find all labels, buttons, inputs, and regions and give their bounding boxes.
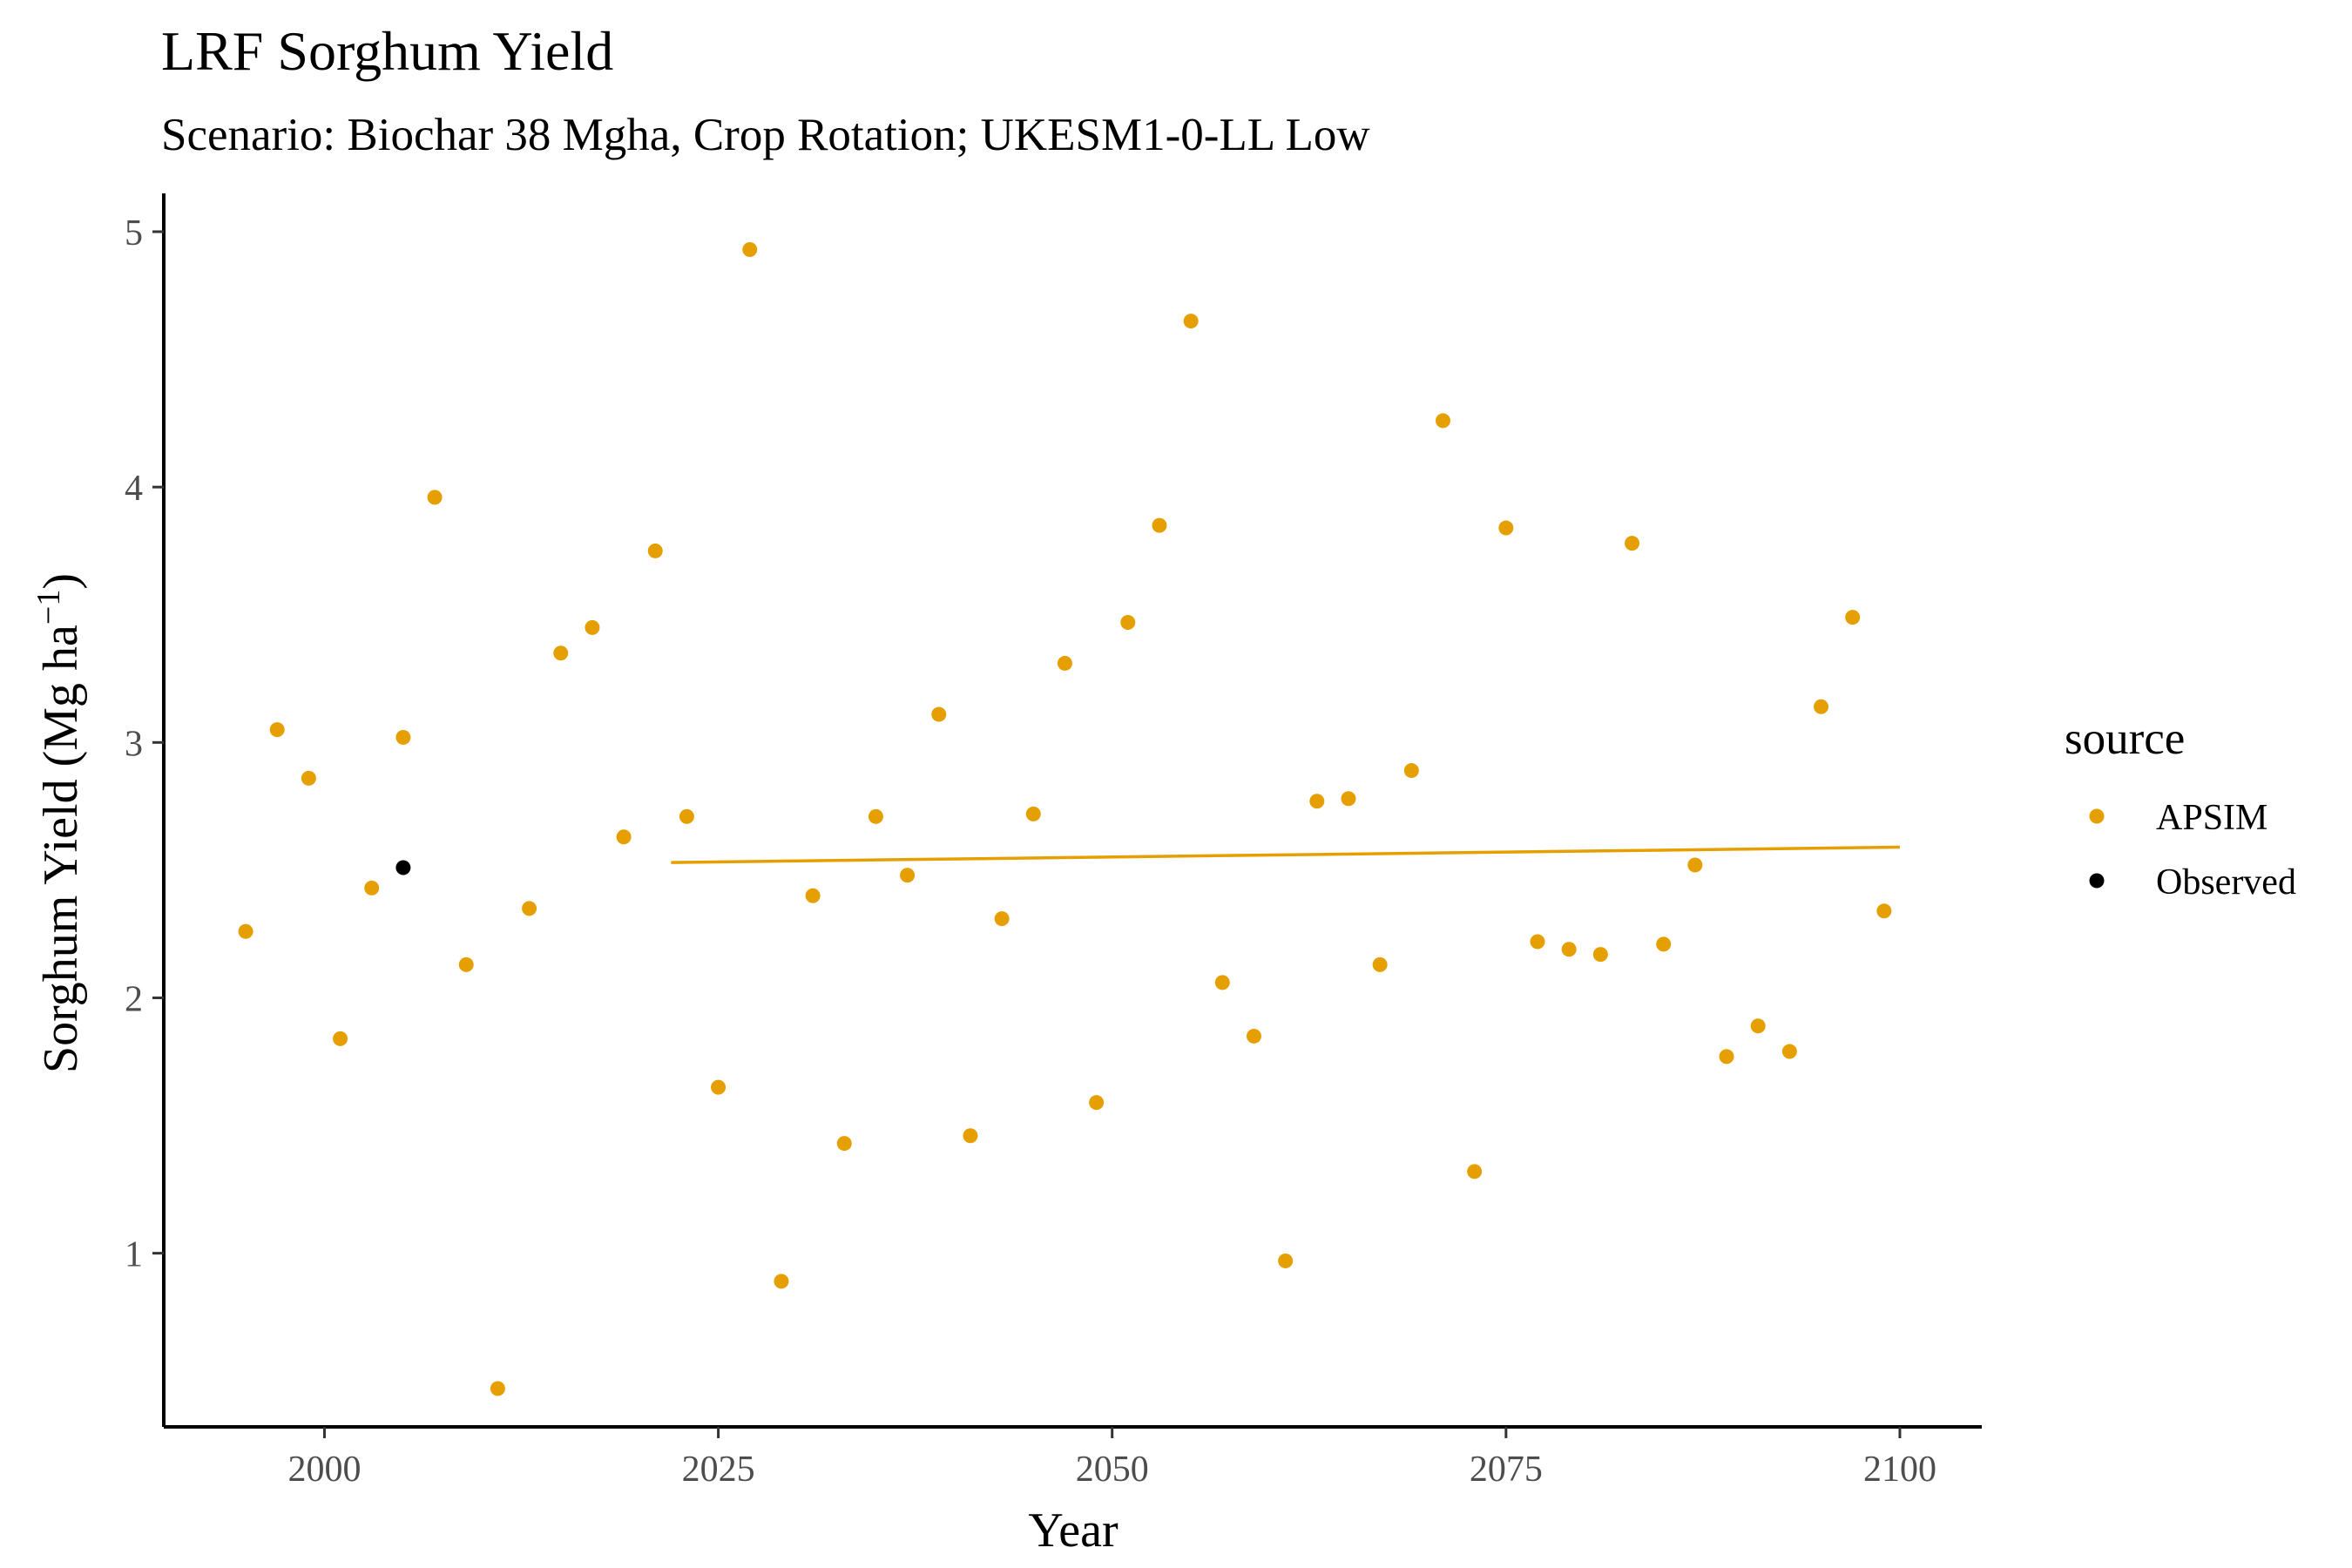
trend-line-layer bbox=[671, 845, 1900, 864]
y-tick-label: 3 bbox=[125, 724, 143, 764]
data-point-apsim bbox=[1781, 1044, 1797, 1059]
y-axis-title-suffix: ) bbox=[34, 573, 88, 590]
data-point-apsim bbox=[711, 1079, 727, 1095]
data-point-apsim bbox=[458, 956, 474, 972]
data-point-apsim bbox=[994, 911, 1010, 927]
data-point-apsim bbox=[805, 888, 821, 903]
y-tick-label: 2 bbox=[125, 979, 143, 1019]
data-point-apsim bbox=[1403, 763, 1419, 779]
data-point-apsim bbox=[1372, 956, 1388, 972]
x-tick-label: 2100 bbox=[1863, 1450, 1936, 1490]
data-point-apsim bbox=[1687, 857, 1703, 873]
data-point-observed bbox=[395, 860, 411, 875]
y-axis-ticks: 1 2 3 4 5 bbox=[125, 213, 164, 1275]
data-point-apsim bbox=[1656, 936, 1672, 952]
legend-label-apsim: APSIM bbox=[2156, 798, 2268, 838]
data-point-apsim bbox=[1120, 615, 1136, 631]
data-point-apsim bbox=[1814, 699, 1829, 714]
data-point-apsim bbox=[395, 729, 411, 745]
x-tick-label: 2050 bbox=[1076, 1450, 1149, 1490]
data-point-apsim bbox=[333, 1031, 348, 1046]
y-axis-title: Sorghum Yield (Mg ha−1) bbox=[30, 573, 88, 1073]
data-point-apsim bbox=[1152, 517, 1167, 533]
x-axis-ticks: 2000 2025 2050 2075 2100 bbox=[287, 1427, 1936, 1490]
y-tick-label: 4 bbox=[125, 469, 143, 509]
data-point-apsim bbox=[1592, 947, 1608, 963]
data-point-apsim bbox=[490, 1381, 505, 1396]
data-point-apsim bbox=[1214, 975, 1230, 990]
data-point-apsim bbox=[269, 722, 285, 738]
data-point-apsim bbox=[1845, 610, 1861, 625]
data-point-apsim bbox=[616, 829, 632, 845]
legend-key-apsim bbox=[2089, 808, 2105, 824]
data-point-apsim bbox=[301, 770, 316, 786]
data-point-apsim bbox=[1341, 791, 1356, 807]
data-point-apsim bbox=[238, 923, 253, 939]
chart-subtitle: Scenario: Biochar 38 Mgha, Crop Rotation… bbox=[161, 110, 1370, 160]
data-points-layer bbox=[238, 241, 1892, 1396]
data-point-apsim bbox=[647, 543, 663, 558]
data-point-apsim bbox=[1750, 1018, 1766, 1034]
x-tick-label: 2000 bbox=[287, 1450, 361, 1490]
legend: source APSIM Observed bbox=[2065, 713, 2296, 902]
data-point-apsim bbox=[1183, 314, 1199, 329]
y-tick-label: 1 bbox=[125, 1235, 143, 1275]
x-axis-title: Year bbox=[1028, 1504, 1119, 1558]
data-point-apsim bbox=[585, 619, 600, 635]
data-point-apsim bbox=[1025, 806, 1041, 821]
data-point-apsim bbox=[868, 808, 883, 824]
data-point-apsim bbox=[1057, 655, 1072, 671]
data-point-apsim bbox=[522, 901, 537, 916]
data-point-apsim bbox=[1467, 1164, 1483, 1179]
data-point-apsim bbox=[1876, 903, 1892, 919]
legend-label-observed: Observed bbox=[2156, 862, 2296, 902]
legend-items: APSIM Observed bbox=[2089, 798, 2296, 902]
data-point-apsim bbox=[1498, 520, 1514, 536]
data-point-apsim bbox=[1719, 1049, 1734, 1064]
x-tick-label: 2075 bbox=[1470, 1450, 1543, 1490]
data-point-apsim bbox=[1561, 942, 1577, 957]
data-point-apsim bbox=[1435, 413, 1450, 429]
data-point-apsim bbox=[364, 880, 380, 896]
data-point-apsim bbox=[1089, 1095, 1105, 1111]
x-tick-label: 2025 bbox=[682, 1450, 755, 1490]
data-point-apsim bbox=[427, 490, 443, 505]
data-point-apsim bbox=[742, 241, 758, 257]
legend-key-observed bbox=[2089, 873, 2105, 889]
y-axis-title-main: Sorghum Yield (Mg ha bbox=[34, 625, 88, 1073]
trend-line bbox=[671, 845, 1900, 864]
y-axis-title-superscript: −1 bbox=[30, 590, 67, 625]
data-point-apsim bbox=[931, 706, 947, 722]
data-point-apsim bbox=[774, 1274, 789, 1289]
data-point-apsim bbox=[553, 645, 569, 661]
data-point-apsim bbox=[1530, 934, 1545, 950]
data-point-apsim bbox=[836, 1136, 852, 1152]
chart-title: LRF Sorghum Yield bbox=[161, 20, 613, 82]
y-tick-label: 5 bbox=[125, 213, 143, 253]
data-point-apsim bbox=[900, 868, 916, 883]
data-point-apsim bbox=[1625, 536, 1640, 551]
data-point-apsim bbox=[1246, 1028, 1261, 1044]
data-point-apsim bbox=[963, 1128, 978, 1144]
data-point-apsim bbox=[679, 808, 694, 824]
legend-title: source bbox=[2065, 713, 2185, 764]
data-point-apsim bbox=[1278, 1253, 1294, 1268]
data-point-apsim bbox=[1309, 794, 1325, 809]
